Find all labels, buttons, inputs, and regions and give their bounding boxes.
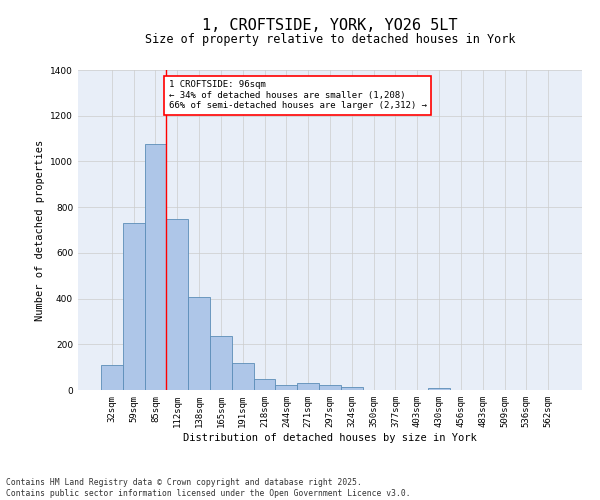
Text: 1 CROFTSIDE: 96sqm
← 34% of detached houses are smaller (1,208)
66% of semi-deta: 1 CROFTSIDE: 96sqm ← 34% of detached hou… [169,80,427,110]
Bar [166,218,188,390]
Bar [123,223,145,390]
X-axis label: Distribution of detached houses by size in York: Distribution of detached houses by size … [183,432,477,442]
Bar [210,336,232,390]
Bar [145,144,166,390]
Bar [275,386,297,390]
Bar [101,365,123,390]
Text: 1, CROFTSIDE, YORK, YO26 5LT: 1, CROFTSIDE, YORK, YO26 5LT [202,18,458,32]
Bar [319,386,341,390]
Y-axis label: Number of detached properties: Number of detached properties [35,140,44,320]
Bar [232,362,254,390]
Bar [254,378,275,390]
Bar [297,383,319,390]
Bar [428,388,450,390]
Bar [341,386,363,390]
Bar [188,298,210,390]
Text: Contains HM Land Registry data © Crown copyright and database right 2025.
Contai: Contains HM Land Registry data © Crown c… [6,478,410,498]
Text: Size of property relative to detached houses in York: Size of property relative to detached ho… [145,32,515,46]
